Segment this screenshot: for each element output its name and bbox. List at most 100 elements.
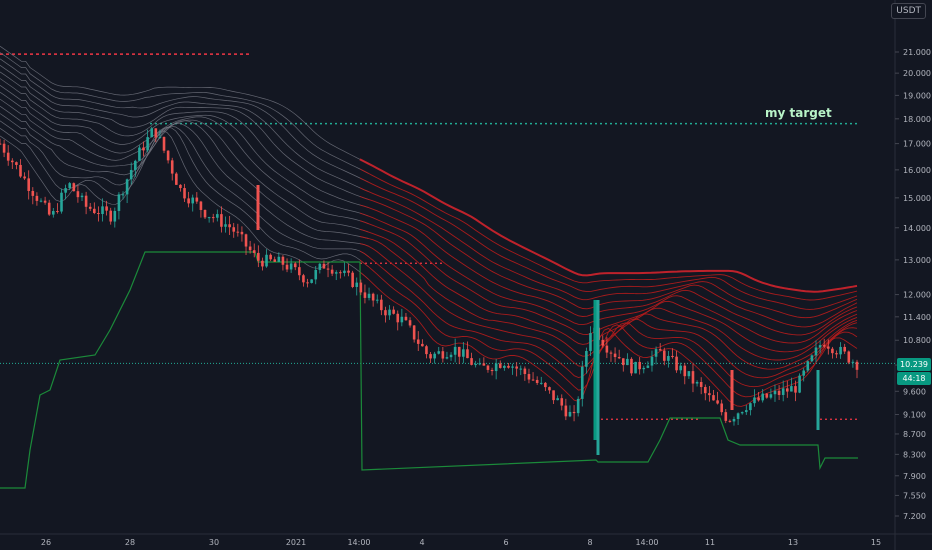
candle-body <box>802 370 805 376</box>
candle <box>433 351 436 364</box>
candle-body <box>289 263 293 270</box>
candle <box>289 258 293 273</box>
candle-body <box>183 188 186 199</box>
candle-body <box>790 386 793 392</box>
candle-body <box>478 363 482 365</box>
candle-body <box>396 313 400 323</box>
ema-line <box>0 113 369 247</box>
candle-body <box>425 346 428 355</box>
candle <box>228 215 231 235</box>
candle <box>146 129 149 153</box>
candle <box>671 348 674 359</box>
candle-body <box>818 345 822 348</box>
candle <box>0 138 2 145</box>
candle-body <box>60 192 63 212</box>
candle <box>232 222 236 238</box>
candle-body <box>23 176 26 179</box>
candle <box>576 396 580 417</box>
candle <box>388 305 391 320</box>
candle-body <box>556 398 559 401</box>
candle-body <box>847 351 851 363</box>
candle <box>847 350 851 365</box>
candle-body <box>785 388 789 392</box>
candle-body <box>248 246 252 251</box>
candle-body <box>630 358 633 374</box>
candle <box>314 265 318 285</box>
candle-body <box>539 382 543 384</box>
candle <box>351 270 354 289</box>
candle-body <box>794 386 797 393</box>
ema-line <box>359 236 858 370</box>
candle <box>564 398 568 421</box>
candle-body <box>466 349 469 359</box>
candle-body <box>703 387 707 394</box>
candle-body <box>2 143 6 153</box>
x-tick-label: 2021 <box>286 538 306 547</box>
candle-body <box>761 393 764 401</box>
candle <box>482 357 486 366</box>
candle-body <box>170 160 174 174</box>
candle <box>474 360 477 368</box>
candle <box>248 240 252 254</box>
candle-body <box>11 160 14 163</box>
x-tick-label: 6 <box>503 538 508 547</box>
candle <box>527 368 531 384</box>
candle <box>814 340 818 363</box>
candle-body <box>408 320 412 326</box>
y-tick-label: 12.000 <box>903 291 931 300</box>
ema-line <box>0 45 369 165</box>
candle-body <box>216 214 219 218</box>
candle <box>195 192 199 204</box>
candle <box>650 350 654 372</box>
candle-body <box>708 393 711 396</box>
candle <box>855 359 859 379</box>
candle-body <box>68 183 72 189</box>
candle <box>326 262 330 278</box>
candle <box>617 349 621 360</box>
candle <box>691 363 695 393</box>
candle <box>494 358 498 380</box>
y-tick-label: 20.000 <box>903 69 931 78</box>
candle <box>798 373 801 394</box>
candle <box>609 350 613 362</box>
candle <box>339 270 342 279</box>
candle <box>781 380 785 402</box>
candle <box>68 181 72 191</box>
candle-body <box>359 282 363 293</box>
candle <box>486 364 490 373</box>
candle-body <box>646 365 650 368</box>
candle <box>76 185 80 203</box>
candle-body <box>298 267 301 276</box>
candle <box>613 347 617 363</box>
candle-body <box>548 387 551 391</box>
candle <box>560 394 564 411</box>
candle-body <box>816 370 820 430</box>
candle-body <box>52 211 55 215</box>
candle-body <box>412 325 416 340</box>
x-tick-label: 11 <box>705 538 715 547</box>
candle-body <box>257 252 260 261</box>
candle <box>187 191 190 208</box>
candle <box>203 209 207 220</box>
candle <box>154 128 158 143</box>
candle <box>52 208 55 218</box>
candle-body <box>384 310 387 316</box>
candle-body <box>72 183 76 192</box>
candle <box>43 196 47 205</box>
candle-body <box>56 211 59 213</box>
candle <box>785 380 789 398</box>
candle <box>552 390 555 405</box>
candle-body <box>822 345 826 347</box>
currency-badge[interactable]: USDT <box>891 3 926 19</box>
candle-body <box>441 351 445 359</box>
candle <box>523 366 527 381</box>
candle <box>507 363 510 369</box>
candle-body <box>236 231 240 233</box>
candle <box>150 126 154 138</box>
candle-body <box>580 366 584 399</box>
candle-body <box>88 206 92 209</box>
y-tick-label: 8.300 <box>903 450 926 459</box>
candle-body <box>523 368 527 375</box>
